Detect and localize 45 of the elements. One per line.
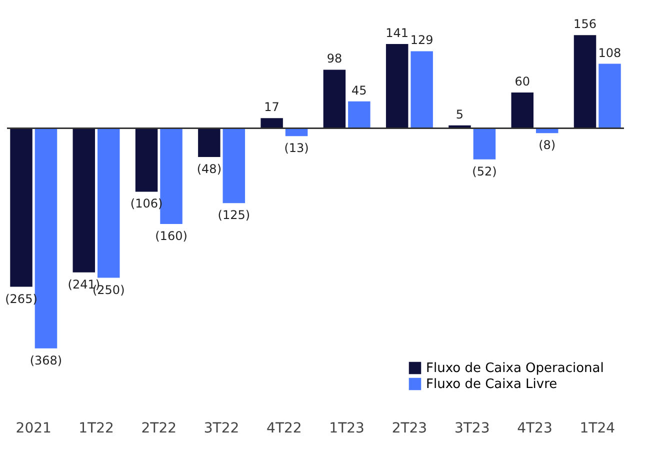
data-label: 108 [598,46,622,60]
bar [323,70,346,128]
bar [222,128,246,204]
data-label: 5 [456,107,464,122]
data-label: 60 [514,74,530,88]
bar [410,51,433,128]
bar [10,128,32,287]
bar [34,128,58,348]
bar [160,128,182,224]
data-label: (160) [155,228,188,243]
bar [260,118,283,128]
data-label: 129 [410,33,434,48]
bar [98,128,120,278]
data-label: (52) [472,164,497,178]
x-tick-label: 3T23 [454,420,490,436]
x-tick-label: 4T23 [517,420,552,436]
data-label: (125) [218,208,250,222]
bar [72,128,96,272]
bar [473,128,496,160]
data-label: 156 [574,17,596,32]
data-label: 98 [326,52,342,66]
x-tick-label: 3T22 [204,420,240,436]
bar [348,101,370,128]
x-tick-label: 4T22 [266,420,302,436]
x-tick-label: 2021 [16,420,52,436]
bar [135,128,158,192]
data-label: (8) [538,138,556,152]
x-tick-label: 1T22 [78,420,114,436]
x-tick-label: 1T24 [580,420,616,436]
data-label: 17 [264,100,280,114]
data-label: (48) [196,162,222,176]
legend-label: Fluxo de Caixa Operacional [426,361,604,376]
bar [198,128,220,158]
data-label: 141 [386,26,409,40]
x-tick-label: 2T23 [392,420,428,436]
bar [574,35,596,128]
bar [386,44,408,128]
x-tick-label: 2T22 [141,420,177,436]
data-label: (13) [284,141,309,156]
data-label: (368) [30,353,62,368]
data-label: 45 [352,83,367,98]
bar [511,92,534,128]
legend-label: Fluxo de Caixa Livre [426,377,558,392]
x-tick-label: 1T23 [329,420,364,436]
bar [598,64,621,128]
